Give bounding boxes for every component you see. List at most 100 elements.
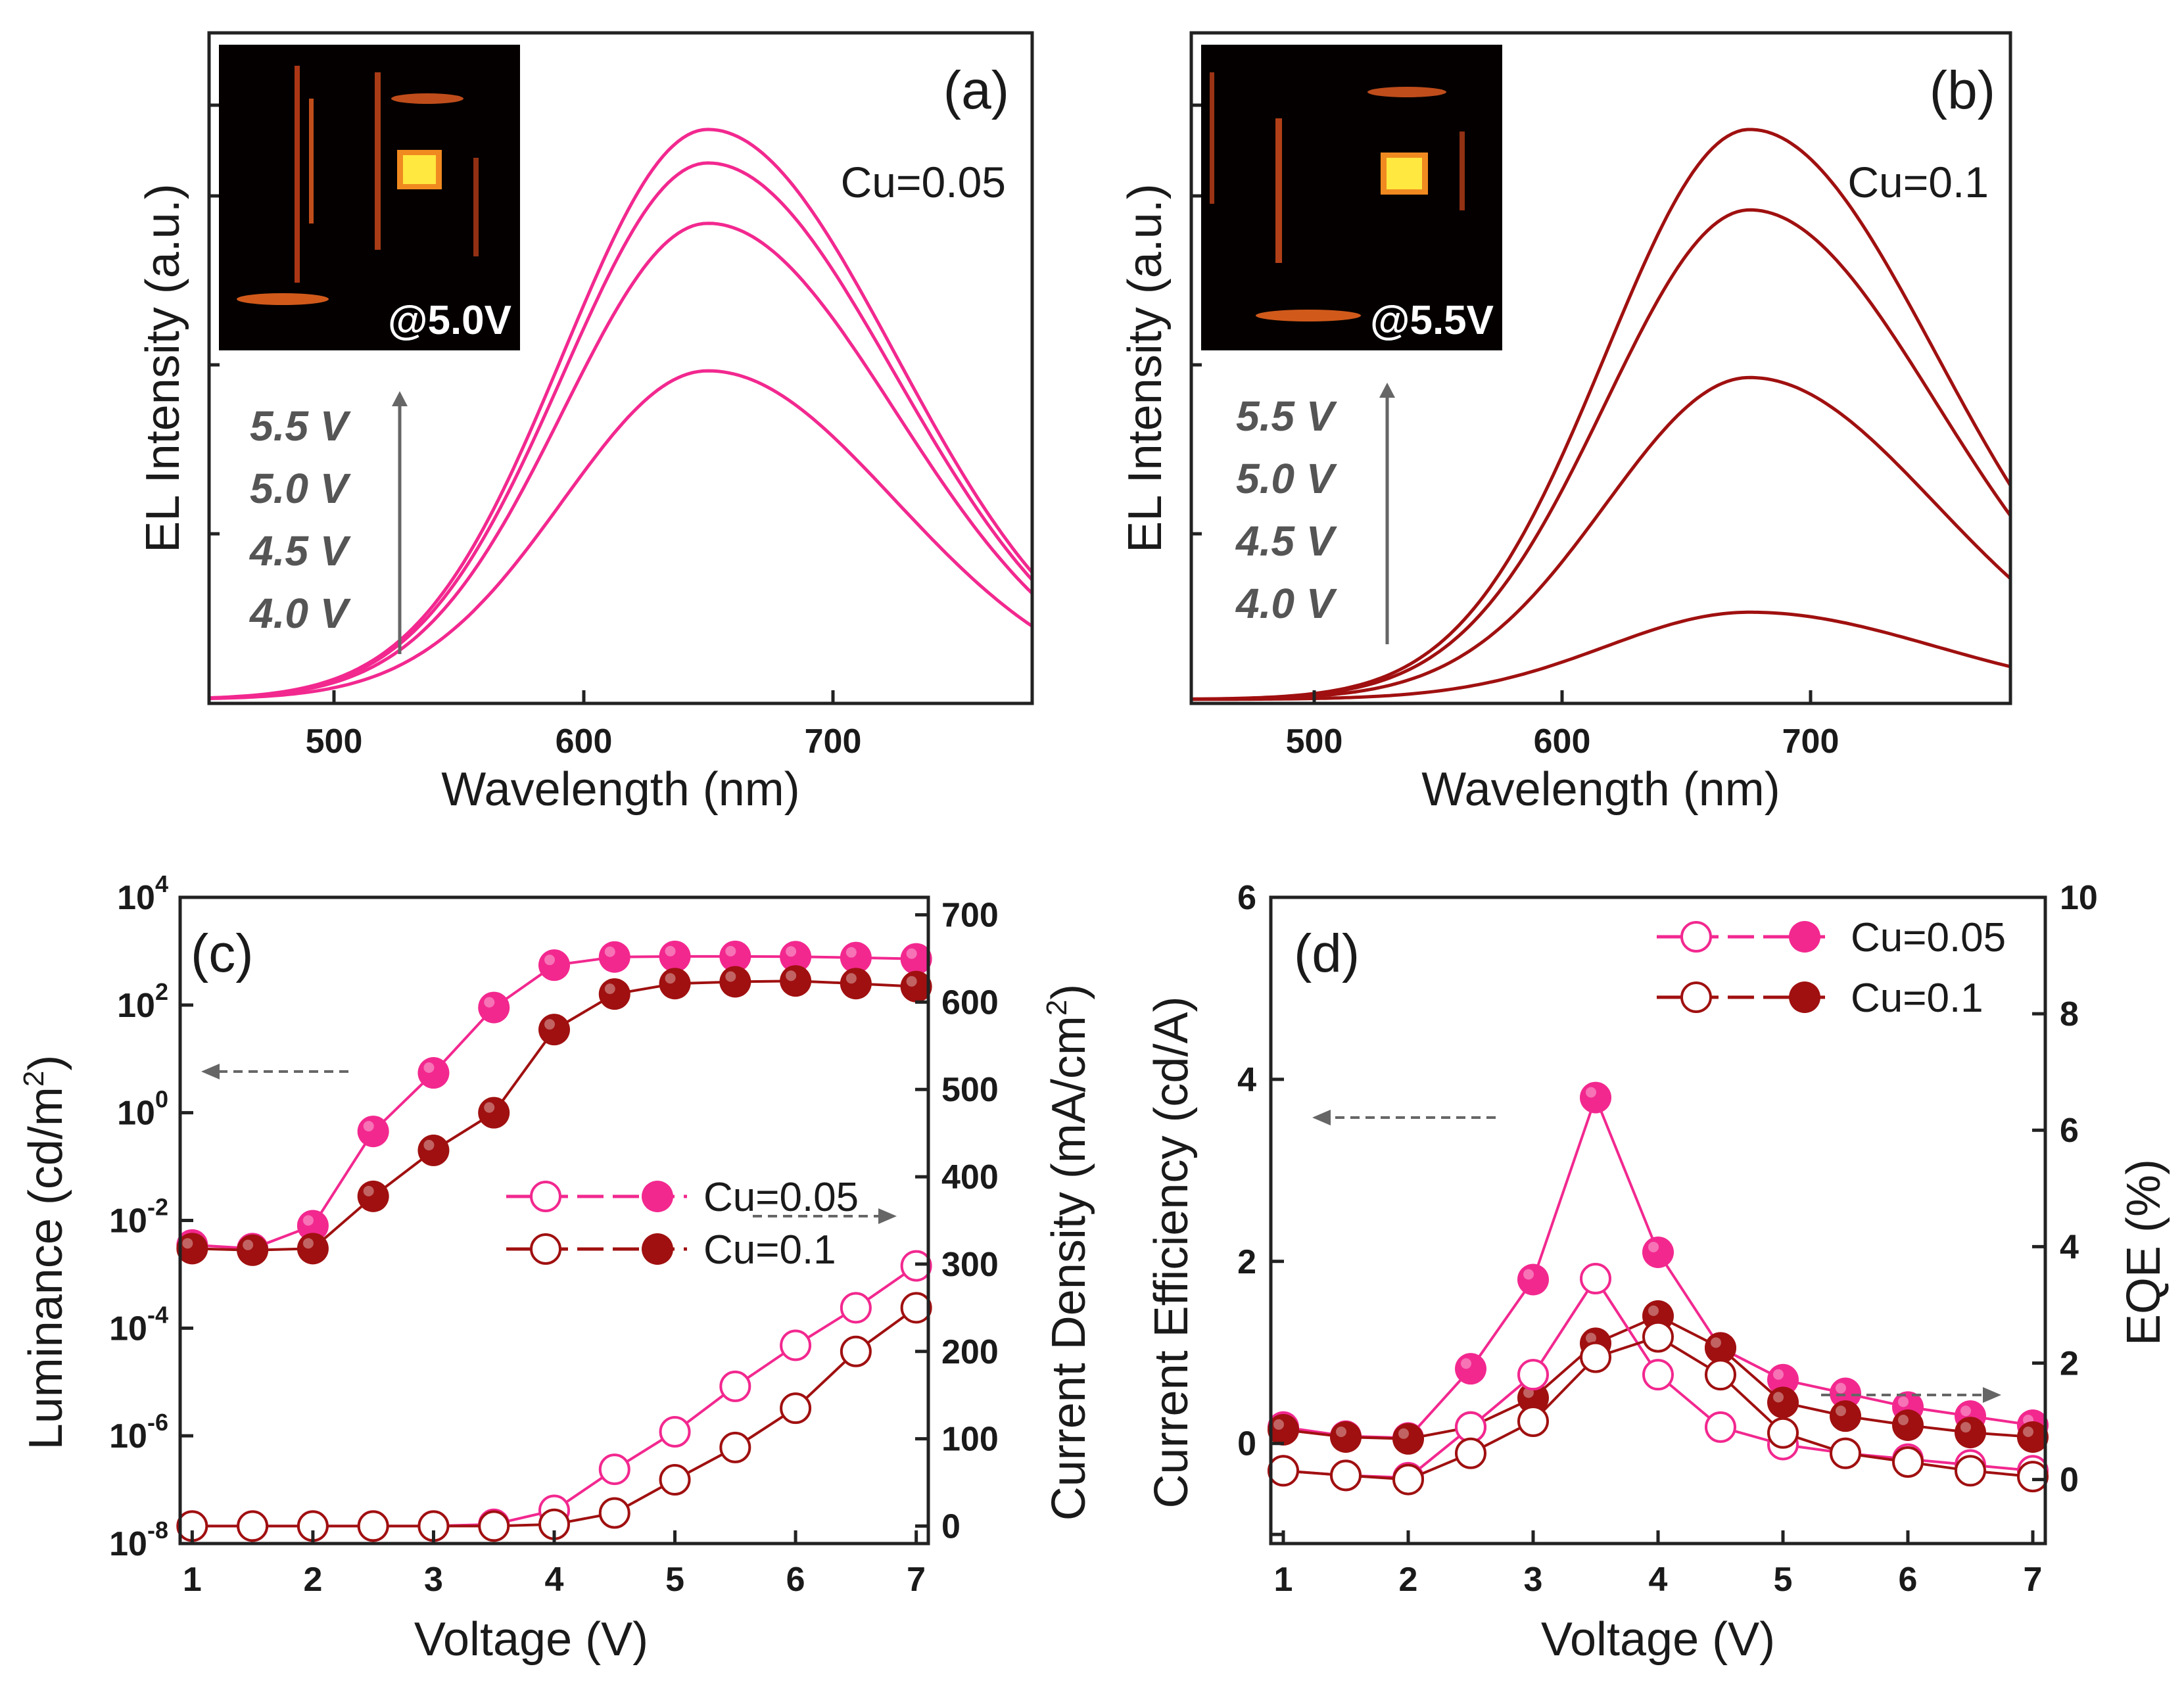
data-point-highlight	[786, 946, 797, 957]
legend-open-marker	[530, 1233, 561, 1265]
data-point-highlight	[1773, 1369, 1784, 1380]
data-point	[176, 1233, 208, 1265]
data-point	[719, 940, 751, 972]
panel-a-annotation: Cu=0.05	[841, 158, 1006, 206]
data-point-highlight	[1586, 1333, 1596, 1344]
xtick-label: 1	[183, 1561, 202, 1599]
xtick-label: 2	[1399, 1561, 1418, 1599]
panel-b-voltage-labels: 5.5 V 5.0 V 4.5 V 4.0 V	[1235, 383, 1395, 644]
data-point	[1580, 1341, 1611, 1373]
xtick-label: 4	[545, 1561, 564, 1599]
panel-c-ylabel-left: Luminance (cd/m2)	[18, 1055, 72, 1450]
xtick-label: 5	[665, 1561, 684, 1599]
panel-b-xtick-label: 700	[1782, 722, 1840, 761]
panel-b-yticks	[1191, 103, 1202, 705]
data-point	[1392, 1463, 1424, 1496]
panel-a-inset-photo: @5.0V	[219, 45, 520, 350]
ytick-left-label: 2	[1237, 1243, 1256, 1281]
ytick-left-label: 102	[117, 978, 168, 1025]
panel-a-frame	[207, 31, 1034, 705]
data-point	[1455, 1437, 1486, 1469]
panel-d-label: (d)	[1294, 924, 1360, 983]
data-point	[1830, 1377, 1861, 1409]
data-point	[357, 1116, 389, 1148]
data-point-highlight	[725, 945, 736, 956]
legend-filled-marker	[642, 1233, 673, 1265]
data-point	[538, 1014, 570, 1046]
data-point-highlight	[423, 1062, 435, 1074]
data-point	[1642, 1359, 1674, 1391]
up-arrow-head	[392, 391, 408, 406]
ytick-right-label: 10	[2060, 879, 2098, 917]
legend-label: Cu=0.05	[1851, 915, 2006, 960]
data-point-highlight	[1273, 1419, 1284, 1430]
panel-b-frame	[1189, 31, 2012, 705]
legend-filled-marker	[642, 1181, 673, 1212]
data-point-highlight	[1711, 1337, 1721, 1348]
legend-open-marker	[1680, 981, 1712, 1013]
data-point	[1392, 1423, 1424, 1455]
ytick-right-label: 2	[2060, 1344, 2079, 1382]
voltage-label: 5.5 V	[250, 402, 352, 450]
data-point-highlight	[302, 1238, 314, 1249]
data-point-highlight	[302, 1215, 314, 1226]
spectrum-line-4.5V	[208, 222, 1033, 700]
data-point	[478, 991, 510, 1024]
ytick-right-label: 400	[941, 1158, 999, 1196]
data-point	[900, 943, 932, 975]
data-point	[1517, 1263, 1549, 1296]
data-point	[2017, 1461, 2049, 1493]
data-point-highlight	[725, 971, 736, 982]
data-point	[840, 1292, 872, 1324]
data-point-highlight	[1648, 1241, 1659, 1252]
data-point-highlight	[423, 1139, 435, 1150]
data-point	[237, 1510, 269, 1542]
xtick-label: 3	[424, 1561, 443, 1599]
xtick-label: 4	[1649, 1561, 1668, 1599]
data-point	[659, 968, 691, 1000]
data-point	[719, 1431, 751, 1463]
voltage-label: 4.5 V	[1235, 517, 1338, 565]
ytick-left-label: 104	[117, 870, 168, 917]
data-point	[900, 1250, 932, 1282]
ytick-right-label: 100	[941, 1421, 999, 1459]
data-point	[659, 940, 691, 972]
data-point	[1642, 1321, 1674, 1353]
data-point	[1892, 1446, 1924, 1478]
data-point	[1705, 1332, 1736, 1364]
data-point-highlight	[484, 997, 495, 1008]
data-point	[1517, 1382, 1549, 1414]
data-point	[357, 1510, 389, 1542]
legend-filled-marker	[1789, 981, 1820, 1013]
data-point	[780, 965, 812, 997]
data-point	[478, 1510, 510, 1542]
panel-b-xticks: 500 600 700	[1286, 690, 1840, 761]
panel-a-ylabel: EL Intensity (a.u.)	[137, 183, 189, 553]
data-point	[598, 1453, 630, 1486]
spectrum-line-4.5V	[1191, 375, 2012, 701]
panel-b-marks	[1191, 128, 2012, 701]
data-point	[357, 1180, 389, 1212]
data-point	[840, 941, 872, 974]
up-arrow-head	[1379, 383, 1395, 398]
ytick-right-label: 700	[941, 897, 999, 935]
ytick-left-label: 100	[117, 1086, 168, 1133]
data-point-highlight	[1398, 1428, 1409, 1439]
data-point	[1455, 1411, 1486, 1443]
spectrum-line-4.0V	[1191, 610, 2011, 701]
xtick-label: 2	[303, 1561, 322, 1599]
panel-c-frame	[178, 895, 930, 1546]
data-point	[1517, 1405, 1549, 1438]
voltage-label: 5.5 V	[1236, 392, 1338, 440]
spectrum-line-5.0V	[208, 161, 1033, 700]
data-point	[297, 1210, 329, 1242]
panel-c-xlabel: Voltage (V)	[414, 1613, 648, 1666]
panel-a-xlabel: Wavelength (nm)	[441, 763, 800, 816]
data-point-highlight	[2023, 1427, 2033, 1438]
voltage-label: 4.5 V	[249, 527, 352, 575]
ytick-right-label: 0	[2060, 1461, 2079, 1499]
data-point	[840, 1335, 872, 1367]
data-point	[780, 1392, 812, 1425]
ytick-right-label: 4	[2060, 1228, 2079, 1266]
